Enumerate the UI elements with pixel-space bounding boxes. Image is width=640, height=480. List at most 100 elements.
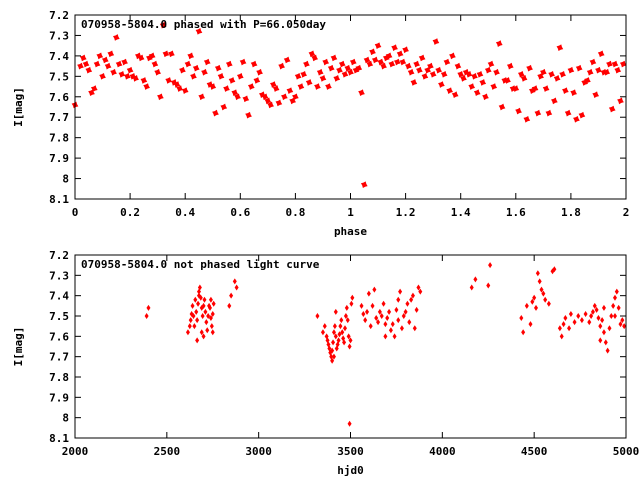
top-panel-data-point xyxy=(421,73,429,80)
top-panel-data-point xyxy=(99,73,106,80)
bottom-panel-frame xyxy=(74,254,627,439)
bottom-panel-data-point xyxy=(333,333,338,340)
bottom-panel-title: 070958-5804.0 not phased light curve xyxy=(81,258,320,271)
top-panel-marks xyxy=(71,21,627,189)
top-panel-data-point xyxy=(294,73,302,80)
bottom-panel-data-point xyxy=(559,333,564,340)
bottom-panel-data-point xyxy=(322,323,327,330)
bottom-panel-data-point xyxy=(392,333,397,340)
top-panel-x-tick-label: 0.8 xyxy=(285,206,305,219)
bottom-panel-data-point xyxy=(552,266,557,273)
top-panel-data-point xyxy=(162,50,170,58)
bottom-panel-data-point xyxy=(198,294,203,301)
top-panel-x-tick-label: 2 xyxy=(623,206,630,219)
bottom-panel-data-point xyxy=(390,321,395,328)
bottom-panel-data-point xyxy=(528,321,533,328)
top-panel-data-point xyxy=(531,85,539,92)
top-panel-data-point xyxy=(159,21,167,29)
top-panel-data-point xyxy=(468,83,476,90)
bottom-panel-data-point xyxy=(210,329,215,336)
bottom-panel-data-point xyxy=(234,284,239,291)
bottom-panel-data-point xyxy=(211,300,216,307)
top-panel-data-point xyxy=(460,75,467,82)
top-panel-data-point xyxy=(526,64,533,72)
top-panel-data-point xyxy=(360,181,368,189)
top-panel-data-point xyxy=(606,60,613,68)
top-panel-data-point xyxy=(498,103,506,111)
top-panel-data-point xyxy=(570,89,577,97)
top-panel-data-point xyxy=(479,79,487,86)
top-panel-data-point xyxy=(311,54,319,62)
top-panel-x-tick-label: 1.6 xyxy=(506,206,526,219)
bottom-panel-data-point xyxy=(388,327,393,334)
bottom-panel-data-point xyxy=(366,290,371,297)
bottom-panel-data-point xyxy=(469,284,474,291)
bottom-panel-data-point xyxy=(618,321,623,328)
top-panel-data-point xyxy=(79,54,87,62)
top-panel-data-point xyxy=(586,68,594,76)
top-panel-data-point xyxy=(336,66,343,74)
top-panel-data-point xyxy=(242,95,250,103)
bottom-panel-data-point xyxy=(385,315,390,322)
bottom-panel-data-point xyxy=(622,323,627,330)
bottom-panel-data-point xyxy=(609,313,614,319)
bottom-panel-data-point xyxy=(338,323,343,330)
top-panel-x-tick-label: 1 xyxy=(347,206,354,219)
bottom-panel-data-point xyxy=(535,270,540,277)
bottom-panel: 2000 2500 3000 3500 4000 4500 5000 7.2 7.3 7.4 7.5… xyxy=(12,249,639,477)
top-panel-data-point xyxy=(573,115,580,123)
top-panel-data-point xyxy=(165,77,172,84)
bottom-panel-data-point xyxy=(201,333,206,340)
bottom-panel-data-point xyxy=(192,323,197,330)
bottom-panel-y-tick-label: 7.7 xyxy=(49,351,69,364)
top-panel-data-point xyxy=(396,50,404,58)
bottom-panel-data-point xyxy=(601,304,606,311)
top-panel-data-point xyxy=(286,87,294,94)
top-panel-data-point xyxy=(435,66,442,74)
bottom-panel-data-point xyxy=(200,313,205,319)
bottom-panel-data-point xyxy=(383,333,388,340)
top-panel-data-point xyxy=(438,81,445,88)
bottom-panel-data-point xyxy=(596,315,601,322)
top-panel-data-point xyxy=(449,52,456,60)
bottom-panel-x-tick-label: 2500 xyxy=(154,445,181,458)
bottom-panel-data-point xyxy=(541,290,546,297)
top-panel-data-point xyxy=(96,52,104,60)
bottom-panel-y-axis-label: I[mag] xyxy=(12,327,25,367)
top-panel-x-axis-label: phase xyxy=(334,225,367,238)
top-panel-data-point xyxy=(151,60,159,68)
bottom-panel-data-point xyxy=(473,276,478,283)
bottom-panel-data-point xyxy=(343,313,348,319)
top-panel-data-point xyxy=(209,83,217,90)
top-panel-data-point xyxy=(614,66,622,74)
bottom-panel-data-point xyxy=(342,325,347,332)
bottom-panel-data-point xyxy=(524,302,529,309)
top-panel-data-point xyxy=(597,50,605,58)
top-panel-data-point xyxy=(187,52,195,60)
top-panel-data-point xyxy=(490,83,498,90)
bottom-panel-data-point xyxy=(348,337,353,344)
top-panel-data-point xyxy=(407,68,415,76)
top-panel-data-point xyxy=(118,70,126,78)
bottom-panel-data-point xyxy=(379,313,384,319)
top-panel-data-point xyxy=(440,70,448,78)
bottom-panel-data-point xyxy=(614,288,619,295)
bottom-panel-y-tick-label: 8 xyxy=(62,412,69,425)
bottom-panel-data-point xyxy=(232,278,237,285)
bottom-panel-data-point xyxy=(598,323,603,330)
bottom-panel-data-point xyxy=(377,308,382,315)
bottom-panel-data-point xyxy=(208,296,213,303)
bottom-panel-data-point xyxy=(194,308,199,315)
bottom-panel-data-point xyxy=(396,317,401,324)
top-panel-data-point xyxy=(275,99,283,107)
bottom-panel-data-point xyxy=(202,296,207,303)
top-panel-data-point xyxy=(195,28,203,35)
top-panel-data-point xyxy=(482,93,489,101)
top-panel-data-point xyxy=(90,85,98,92)
top-panel-data-point xyxy=(148,52,156,60)
bottom-panel-y-tick-label: 7.6 xyxy=(49,330,69,343)
bottom-panel-data-point xyxy=(330,357,335,364)
bottom-panel-x-tick-label: 3500 xyxy=(337,445,364,458)
top-panel-data-point xyxy=(562,87,569,94)
top-panel-data-point xyxy=(261,93,269,101)
